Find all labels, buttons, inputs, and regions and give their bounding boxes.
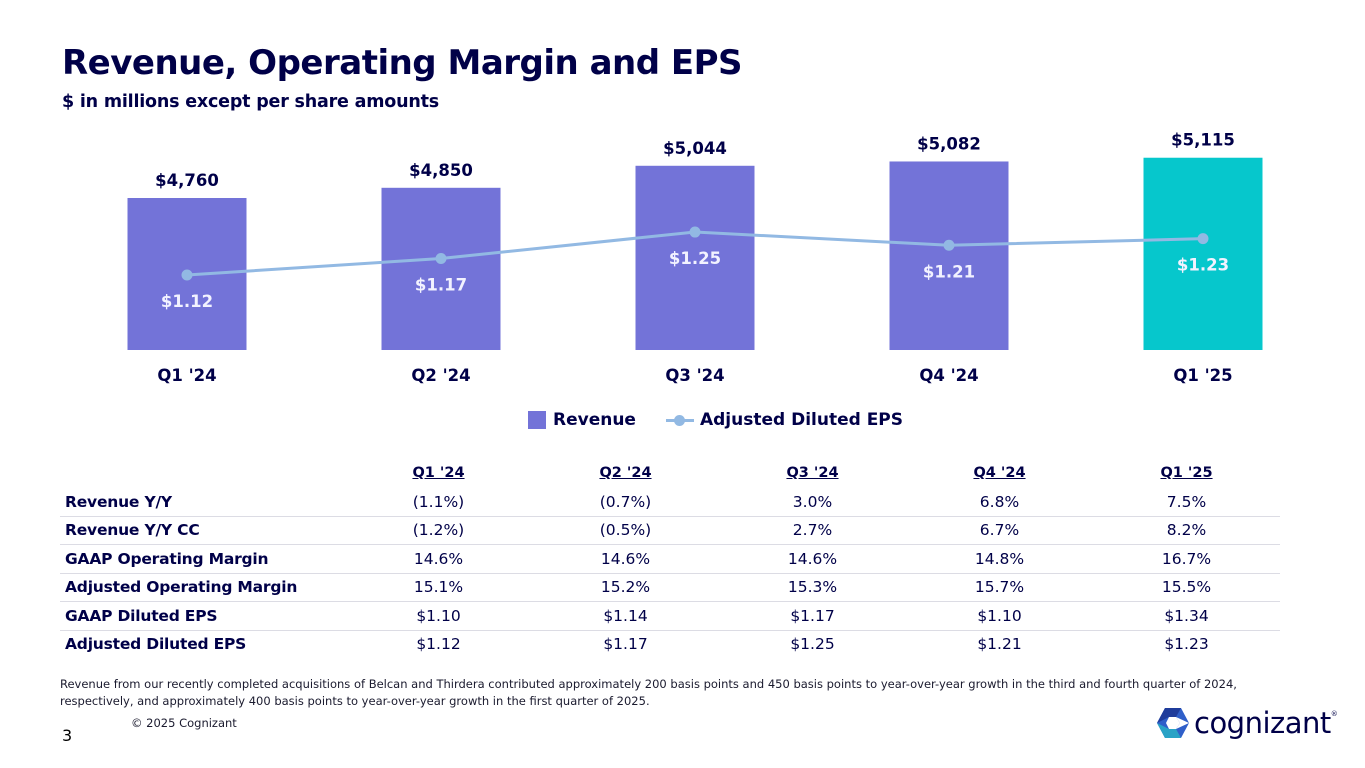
table-row-label: GAAP Operating Margin (65, 549, 269, 568)
table-cell: 7.5% (1166, 492, 1207, 511)
table-row: Revenue Y/Y (1.1%) (0.7%) 3.0% 6.8% 7.5% (60, 488, 1280, 517)
page-number: 3 (62, 726, 73, 745)
x-axis-tick-labels: Q1 '24 Q2 '24 Q3 '24 Q4 '24 Q1 '25 (157, 366, 1232, 385)
table-column-header: Q1 '24 (412, 465, 465, 481)
table-column-header: Q2 '24 (599, 465, 652, 481)
table-cell: $1.14 (603, 606, 648, 625)
table-cell: 15.1% (413, 578, 464, 597)
revenue-bar-label: $5,044 (663, 139, 727, 158)
table-cell: $1.23 (1164, 635, 1209, 654)
eps-point (435, 252, 447, 264)
trademark-mark: ® (1330, 710, 1338, 718)
table-row-label: Revenue Y/Y (65, 492, 172, 511)
eps-point-label: $1.17 (415, 275, 467, 294)
legend-eps-line-marker-icon (665, 411, 694, 429)
revenue-bar (889, 161, 1009, 350)
revenue-bar (381, 187, 501, 350)
table-row-label: GAAP Diluted EPS (65, 606, 218, 625)
logo-wordmark: cognizant (1194, 706, 1331, 740)
cognizant-hexagon-logo-icon (1157, 708, 1189, 738)
table-cell: $1.21 (977, 635, 1022, 654)
revenue-bar (1143, 157, 1263, 350)
table-row: GAAP Operating Margin 14.6% 14.6% 14.6% 14.8… (60, 545, 1280, 574)
revenue-bar-labels: $4,760 $4,850 $5,044 $5,082 $5,115 (155, 131, 1235, 190)
eps-point (689, 226, 701, 238)
x-axis-tick-label: Q4 '24 (919, 366, 978, 385)
revenue-bars (127, 157, 1263, 350)
table-column-header: Q4 '24 (973, 465, 1026, 481)
table-cell: (1.2%) (412, 521, 465, 540)
footnote: Revenue from our recently completed acqu… (60, 677, 1237, 708)
legend-revenue-swatch (528, 411, 546, 429)
table-cell: $1.10 (977, 606, 1022, 625)
table-row: Adjusted Diluted EPS $1.12 $1.17 $1.25 $1.21… (60, 631, 1280, 659)
revenue-eps-chart: $4,760$4,850$5,044 $5,082 $5,115 $1.12$1.1… (127, 131, 1263, 385)
page-title: Revenue, Operating Margin and EPS (62, 43, 743, 83)
table-column-header: Q3 '24 (786, 465, 839, 481)
x-axis-tick-label: Q2 '24 (411, 366, 470, 385)
table-cell: 3.0% (792, 492, 833, 511)
x-axis-tick-label: Q3 '24 (665, 366, 724, 385)
metrics-table: Q1 '24 Q2 '24 Q3 '24 Q4 '24 Q1 '25 Reven… (60, 458, 1280, 658)
table-cell: 15.3% (787, 578, 838, 597)
cognizant-logo: cognizant ® (1156, 706, 1338, 740)
eps-point-label: $1.25 (669, 249, 721, 268)
table-row: Revenue Y/Y CC (1.2%) (0.5%) 2.7% 6.7% 8.2% (60, 517, 1280, 545)
table-cell: 2.7% (792, 521, 833, 540)
legend-revenue-label: Revenue (553, 410, 636, 430)
table-column-header: Q1 '25 (1160, 465, 1213, 481)
table-cell: (0.7%) (599, 492, 652, 511)
eps-line-series (181, 226, 1209, 281)
revenue-bar-label: $5,115 (1171, 131, 1235, 150)
table-cell: 16.7% (1161, 549, 1212, 568)
table-cell: (0.5%) (599, 521, 652, 540)
table-cell: $1.17 (603, 635, 648, 654)
table-cell: 14.6% (413, 549, 464, 568)
table-cell: 15.2% (600, 578, 651, 597)
copyright: © 2025 Cognizant (131, 716, 237, 730)
table-row-label: Revenue Y/Y CC (65, 521, 200, 540)
eps-labels: $1.12 $1.17 $1.25 $1.21 $1.23 (161, 249, 1229, 311)
x-axis-tick-label: Q1 '24 (157, 366, 216, 385)
table-cell: 6.8% (979, 492, 1020, 511)
table-cell: 14.8% (974, 549, 1025, 568)
table-cell: 14.6% (600, 549, 651, 568)
table-cell: $1.25 (790, 635, 835, 654)
x-axis-tick-label: Q1 '25 (1173, 366, 1232, 385)
chart-legend: Revenue Adjusted Diluted EPS (528, 410, 903, 430)
table-cell: $1.34 (1164, 606, 1209, 625)
table-row: GAAP Diluted EPS $1.10 $1.14 $1.17 $1.10 $1.3… (60, 602, 1280, 631)
table-cell: $1.17 (790, 606, 835, 625)
table-row-label: Adjusted Diluted EPS (65, 635, 247, 654)
page-subtitle: $ in millions except per share amounts (62, 92, 439, 112)
table-cell: 15.5% (1161, 578, 1212, 597)
legend-eps-label: Adjusted Diluted EPS (699, 410, 904, 430)
table-cell: (1.1%) (412, 492, 465, 511)
table-header-row: Q1 '24 Q2 '24 Q3 '24 Q4 '24 Q1 '25 (60, 458, 1280, 488)
table-row-label: Adjusted Operating Margin (65, 578, 298, 597)
revenue-bar-label: $4,760 (155, 171, 219, 190)
eps-point (943, 239, 955, 251)
table-cell: $1.12 (416, 635, 461, 654)
revenue-bar (635, 165, 755, 350)
table-cell: 15.7% (974, 578, 1025, 597)
eps-point-label: $1.21 (923, 262, 975, 281)
eps-point (181, 269, 193, 281)
revenue-bar-label: $5,082 (917, 134, 981, 153)
eps-point (1197, 233, 1209, 245)
eps-point-label: $1.12 (161, 292, 213, 311)
table-row: Adjusted Operating Margin 15.1% 15.2% 15.3%… (60, 574, 1280, 602)
eps-point-label: $1.23 (1177, 256, 1229, 275)
revenue-bar-label: $4,850 (409, 161, 473, 180)
table-cell: $1.10 (416, 606, 461, 625)
table-cell: 14.6% (787, 549, 838, 568)
table-cell: 8.2% (1166, 521, 1207, 540)
table-cell: 6.7% (979, 521, 1020, 540)
